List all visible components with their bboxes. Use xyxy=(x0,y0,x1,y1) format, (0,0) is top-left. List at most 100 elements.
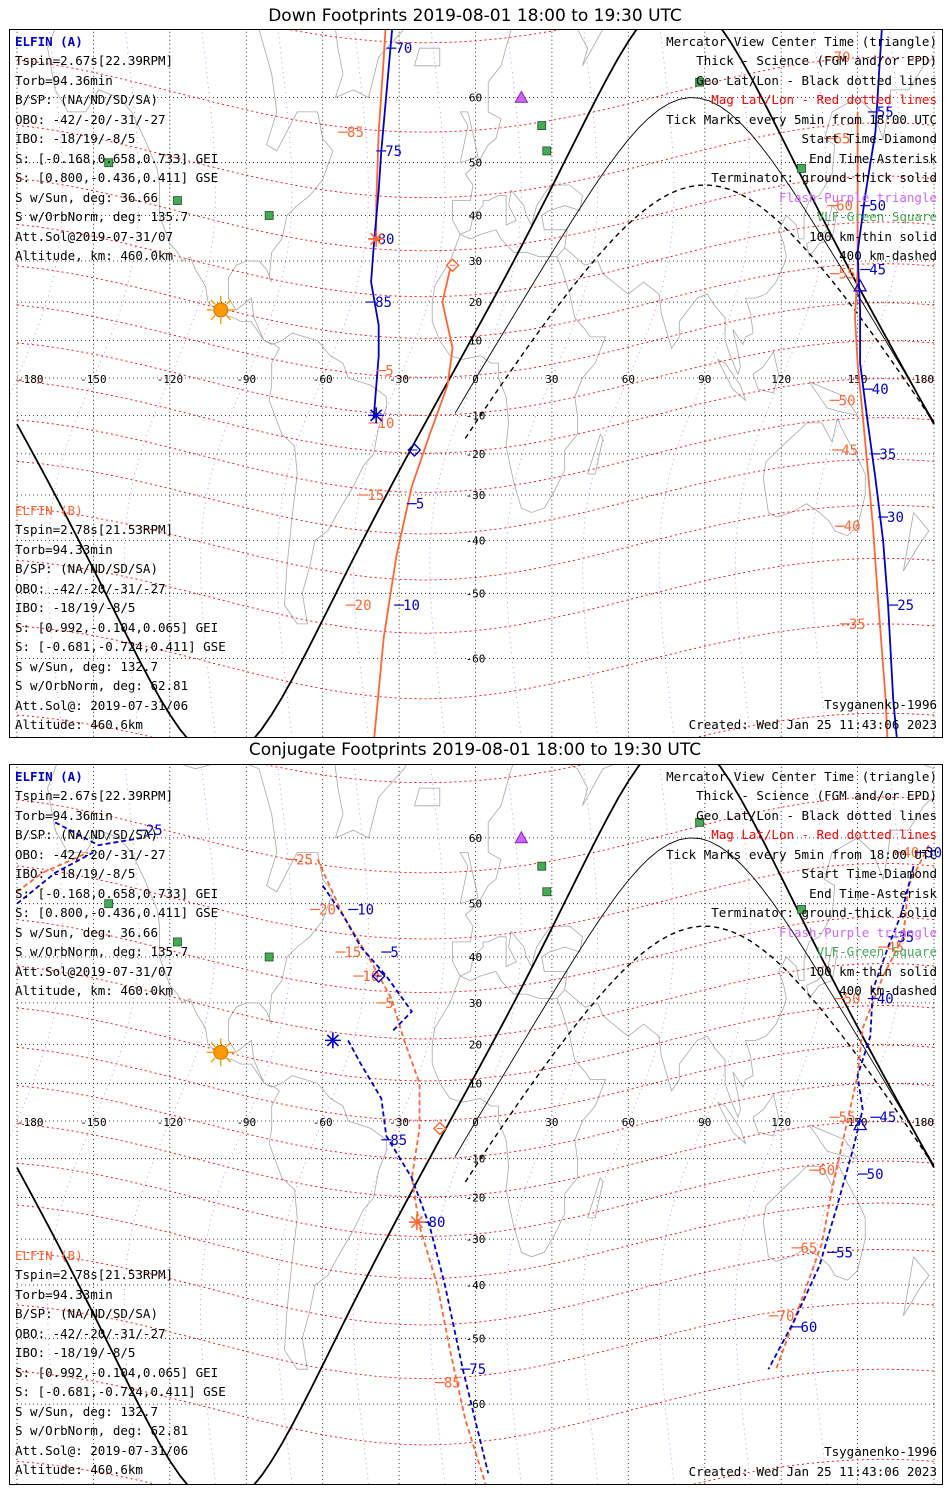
elfin-a-line: Att.Sol@2019-07-31/07 xyxy=(15,228,174,244)
map-canvas-down: -180-150-120-90-60-300306090120150180-70… xyxy=(10,30,935,737)
flash-triangle-icon xyxy=(514,90,529,103)
elfin-b-line: B/SP: (NA/ND/SD/SA) xyxy=(15,561,158,577)
coastline xyxy=(587,1176,604,1219)
elfin-b-tick-label: 60 xyxy=(818,1163,835,1179)
legend-item: Thick - Science (FGM and/or EPD) xyxy=(696,788,937,804)
elfin-b-tick-label: 40 xyxy=(902,845,919,861)
legend-item: Tick Marks every 5min from 18:00 UTC xyxy=(666,846,937,862)
elfin-a-line: S: [-0.168,0.658,0.733] GEI xyxy=(15,885,219,901)
lat-tick-label: -30 xyxy=(466,1233,486,1246)
mag-parallel xyxy=(16,1082,935,1160)
terminator-100km xyxy=(454,97,935,423)
elfin-a-tick-label: 85 xyxy=(375,295,392,311)
lat-tick-label: 60 xyxy=(469,832,482,845)
elfin-a-line: OBO: -42/-20/-31/-27 xyxy=(15,846,166,862)
elfin-a-track xyxy=(856,30,898,737)
elfin-b-tick-label: 45 xyxy=(841,443,858,459)
elfin-a-line: Att.Sol@2019-07-31/07 xyxy=(15,963,174,979)
mag-parallel xyxy=(16,458,935,535)
elfin-b-tick-label: 5 xyxy=(385,364,393,380)
mag-parallel xyxy=(16,417,935,493)
elfin-a-track xyxy=(54,821,142,847)
mag-meridian xyxy=(123,765,217,1484)
elfin-b-line: Altitude: 460.6km xyxy=(15,1461,143,1477)
lat-tick-label: -50 xyxy=(466,587,486,600)
legend-item: VLF-Green Square xyxy=(816,209,937,225)
mag-meridian xyxy=(582,765,675,1484)
elfin-a-line: IBO: -18/19/-8/5 xyxy=(15,866,136,882)
lon-tick-label: -30 xyxy=(389,1116,409,1129)
legend-item: End Time-Asterisk xyxy=(809,885,937,901)
sun-ray xyxy=(210,1057,216,1063)
coastline xyxy=(903,512,930,572)
sun-ray xyxy=(210,315,216,321)
elfin-a-tick-label: 40 xyxy=(877,992,894,1008)
elfin-b-tick-label: 60 xyxy=(836,199,853,215)
elfin-a-tick-label: 25 xyxy=(897,598,914,614)
elfin-a-tick-label: 55 xyxy=(877,105,894,121)
lon-tick-label: -30 xyxy=(389,373,409,386)
legend-item: 100 km-thin solid xyxy=(809,228,937,244)
elfin-b-line: S: [-0.681,-0.724,0.411] GSE xyxy=(15,1384,226,1400)
mag-parallel xyxy=(16,623,935,700)
elfin-a-track xyxy=(767,865,915,1370)
elfin-a-line: S w/OrbNorm, deg: 135.7 xyxy=(15,209,189,225)
lon-tick-label: -180 xyxy=(17,1116,44,1129)
lat-tick-label: -40 xyxy=(466,1279,486,1292)
elfin-a-tick-label: 25 xyxy=(146,823,163,839)
elfin-a-tick-label: 35 xyxy=(897,930,914,946)
legend-item: Terminator: ground-thick solid xyxy=(711,905,937,921)
lon-tick-label: -90 xyxy=(236,1116,256,1129)
legend-item: Start Time-Diamond xyxy=(801,866,937,882)
lon-tick-label: -60 xyxy=(313,1116,333,1129)
elfin-b-tick-label: 70 xyxy=(834,50,851,66)
coastline xyxy=(335,30,404,99)
mag-parallel xyxy=(16,302,935,378)
mag-parallel xyxy=(16,56,935,133)
elfin-a-tick-label: 40 xyxy=(872,382,889,398)
elfin-b-line: OBO: -42/-20/-31/-27 xyxy=(15,1325,166,1341)
elfin-b-tick-label: 85 xyxy=(347,125,364,141)
elfin-b-tick-label: 70 xyxy=(778,1309,795,1325)
legend-item: Flash-Purple triangle xyxy=(778,924,937,940)
coastline xyxy=(431,970,606,1258)
mag-parallel xyxy=(16,1121,935,1198)
sun-ray xyxy=(210,1041,216,1048)
mag-parallel xyxy=(16,122,935,199)
coastline xyxy=(452,765,935,977)
lon-tick-label: 90 xyxy=(698,1116,711,1129)
elfin-b-track xyxy=(854,111,889,737)
mag-parallel xyxy=(289,30,561,44)
elfin-a-line: IBO: -18/19/-8/5 xyxy=(15,131,136,147)
lat-tick-label: -60 xyxy=(466,653,486,666)
coastline xyxy=(587,433,604,475)
elfin-b-tick-label: 65 xyxy=(834,132,851,148)
legend-item: Mercator View Center Time (triangle) xyxy=(666,34,937,49)
elfin-b-tick-label: 20 xyxy=(355,598,372,614)
lat-tick-label: 60 xyxy=(469,91,482,104)
elfin-a-tick-label: 85 xyxy=(390,1133,407,1149)
lat-tick-label: 50 xyxy=(469,157,482,170)
mag-meridian xyxy=(47,765,140,1484)
sun-ray xyxy=(225,1041,232,1048)
lat-tick-label: 20 xyxy=(469,1038,482,1051)
coastline xyxy=(47,765,387,1370)
mag-meridian xyxy=(505,765,599,1484)
lon-tick-label: 180 xyxy=(914,1116,934,1129)
elfin-b-line: S: [0.992,-0.104,0.065] GEI xyxy=(15,1364,219,1380)
legend-item: Terminator: ground-thick solid xyxy=(711,170,937,186)
lat-tick-label: -40 xyxy=(466,534,486,547)
coastline xyxy=(806,946,838,1000)
model-label: Tsyganenko-1996 xyxy=(824,697,937,712)
mag-meridian xyxy=(352,765,446,1484)
mag-parallel xyxy=(16,862,935,940)
terminator-ground xyxy=(16,30,935,737)
coastline xyxy=(717,359,747,402)
legend-item: Geo Lat/Lon - Black dotted lines xyxy=(696,72,937,88)
elfin-b-line: Att.Sol@: 2019-07-31/06 xyxy=(15,697,189,713)
model-label: Tsyganenko-1996 xyxy=(824,1444,937,1459)
legend-item: 400 km-dashed xyxy=(839,982,937,998)
lon-tick-label: -150 xyxy=(80,373,107,386)
elfin-a-center-triangle-icon xyxy=(853,1117,868,1131)
elfin-b-line: S w/Sun, deg: 132.7 xyxy=(15,1403,158,1419)
